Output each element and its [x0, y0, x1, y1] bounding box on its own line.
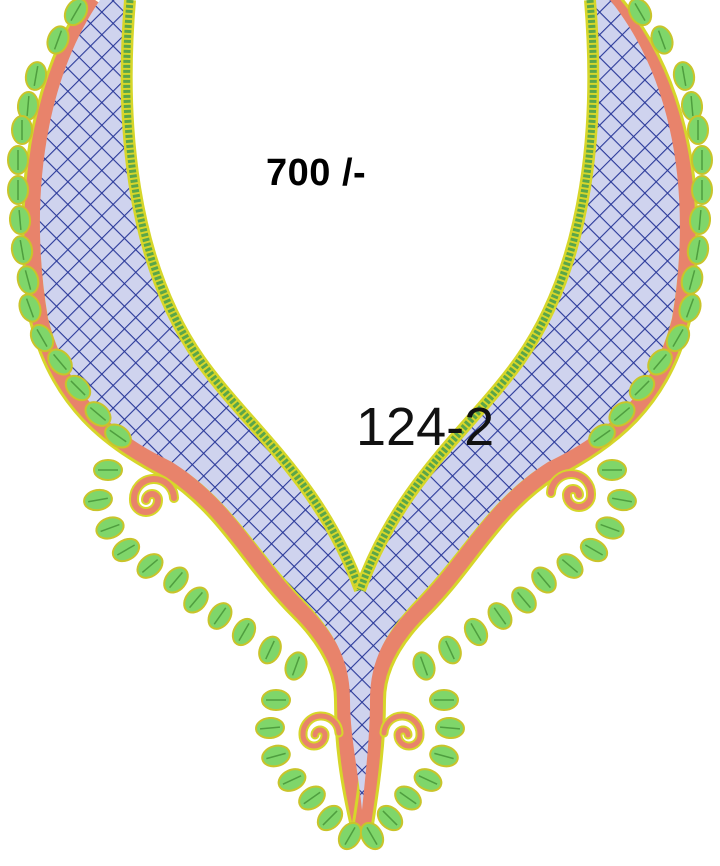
leaf-vein — [52, 353, 68, 371]
leaf-vein — [690, 95, 694, 117]
leaf-petals — [7, 0, 713, 851]
mesh-band — [39, 0, 680, 810]
spiral-swirl-icon — [546, 468, 596, 512]
leaf-vein — [19, 240, 25, 260]
leaf-vein — [698, 209, 702, 231]
leaf-vein — [652, 353, 668, 371]
leaf-vein — [418, 775, 438, 785]
spiral-swirl-icon — [298, 711, 344, 751]
leaf-vein — [282, 775, 302, 785]
leaf-vein — [634, 2, 646, 22]
leaf-vein — [516, 591, 532, 609]
leaf-vein — [116, 544, 136, 556]
leaf-vein — [695, 240, 701, 260]
leaf-vein — [109, 429, 127, 443]
leaf-vein — [634, 380, 650, 396]
leaf-vein — [89, 406, 107, 422]
leaf-vein — [25, 298, 35, 318]
price-label: 700 /- — [266, 152, 367, 194]
leaf-vein — [493, 607, 507, 625]
leaf-vein — [344, 826, 356, 846]
leaf-vein — [36, 328, 48, 348]
leaf-vein — [681, 66, 687, 86]
leaf-vein — [238, 622, 250, 642]
leaf-vein — [600, 523, 620, 533]
leaf-vein — [168, 571, 184, 589]
leaf-vein — [688, 270, 696, 290]
leaf-vein — [612, 497, 632, 503]
leaf-vein — [419, 656, 429, 676]
leaf-vein — [399, 791, 417, 805]
leaf-vein — [100, 523, 120, 533]
leaf-vein — [593, 429, 611, 443]
leaf-vein — [70, 2, 82, 22]
leaf-vein — [70, 380, 86, 396]
leaf-vein — [265, 640, 275, 660]
leaf-vein — [188, 591, 204, 609]
design-code-label: 124-2 — [356, 397, 495, 457]
leaf-vein — [322, 810, 338, 826]
leaf-vein — [33, 66, 39, 86]
leaf-vein — [657, 30, 667, 50]
leaf-vein — [366, 826, 378, 846]
leaf-vein — [584, 544, 604, 556]
leaf-vein — [561, 558, 579, 574]
spiral-swirl-icon — [379, 711, 425, 751]
leaf-vein — [266, 752, 286, 760]
leaf-vein — [672, 328, 684, 348]
leaf-vein — [470, 622, 482, 642]
leaf-vein — [303, 791, 321, 805]
leaf-vein — [24, 270, 32, 290]
leaf-vein — [88, 497, 108, 503]
leaf-vein — [613, 406, 631, 422]
leaf-vein — [536, 571, 552, 589]
leaf-vein — [445, 640, 455, 660]
leaf-vein — [18, 209, 22, 231]
leaf-vein — [26, 95, 30, 117]
leaf-vein — [291, 656, 301, 676]
leaf-vein — [439, 726, 461, 730]
spiral-swirl-icon — [129, 473, 179, 517]
leaf-vein — [141, 558, 159, 574]
leaf-vein — [382, 810, 398, 826]
leaf-vein — [685, 298, 695, 318]
leaf-vein — [434, 752, 454, 760]
leaf-vein — [53, 30, 63, 50]
leaf-vein — [259, 726, 281, 730]
leaf-vein — [213, 607, 227, 625]
